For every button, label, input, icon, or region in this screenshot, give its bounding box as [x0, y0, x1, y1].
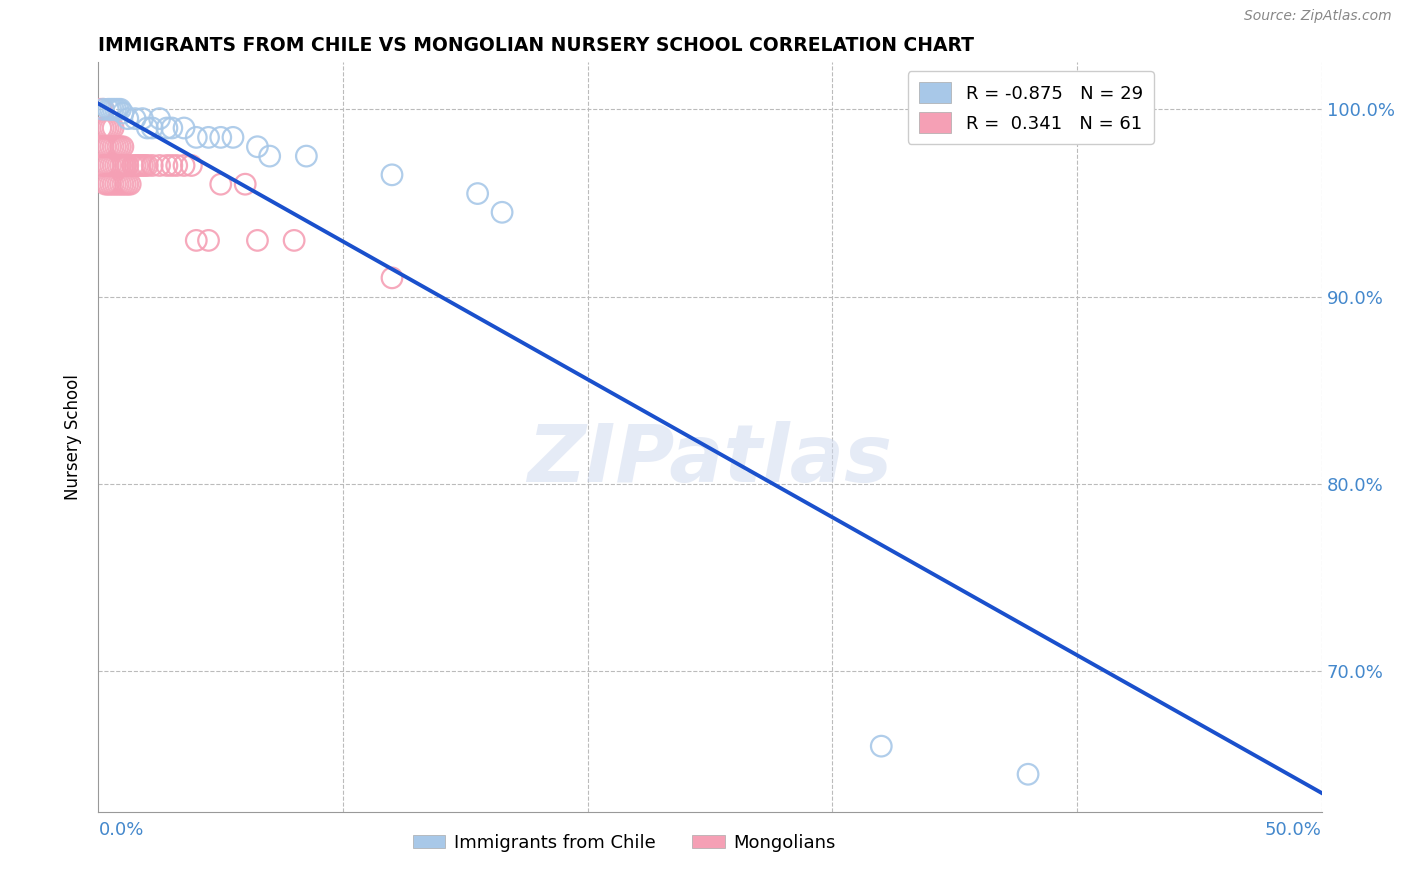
Point [117, 178, 139, 192]
Point [110, 102, 132, 116]
Point [110, 159, 132, 173]
Point [131, 159, 153, 173]
Point [107, 178, 129, 192]
Point [100, 159, 122, 173]
Point [111, 178, 134, 192]
Point [160, 159, 183, 173]
Point [100, 139, 122, 153]
Point [101, 139, 124, 153]
Point [97, 159, 120, 173]
Point [246, 139, 269, 153]
Point [870, 739, 893, 754]
Point [100, 178, 122, 192]
Point [381, 271, 404, 285]
Point [1017, 767, 1039, 781]
Point [197, 130, 219, 145]
Point [94, 120, 117, 135]
Text: 0.0%: 0.0% [98, 821, 143, 839]
Point [111, 159, 134, 173]
Point [107, 102, 129, 116]
Point [104, 159, 127, 173]
Point [166, 159, 188, 173]
Point [134, 159, 156, 173]
Legend: Immigrants from Chile, Mongolians: Immigrants from Chile, Mongolians [405, 827, 844, 859]
Point [259, 149, 281, 163]
Point [186, 130, 208, 145]
Point [160, 120, 183, 135]
Point [114, 159, 136, 173]
Point [209, 178, 232, 192]
Point [180, 159, 202, 173]
Point [104, 178, 127, 192]
Y-axis label: Nursery School: Nursery School [65, 374, 83, 500]
Point [467, 186, 489, 201]
Point [114, 178, 136, 192]
Text: ZIPatlas: ZIPatlas [527, 420, 893, 499]
Point [124, 112, 146, 126]
Point [110, 139, 132, 153]
Point [101, 102, 124, 116]
Point [100, 102, 122, 116]
Point [110, 178, 132, 192]
Point [121, 159, 143, 173]
Point [173, 120, 195, 135]
Point [156, 120, 179, 135]
Point [104, 102, 127, 116]
Point [149, 159, 172, 173]
Text: 50.0%: 50.0% [1265, 821, 1322, 839]
Point [91, 102, 114, 116]
Point [101, 120, 124, 135]
Point [91, 159, 114, 173]
Point [156, 159, 179, 173]
Point [107, 139, 129, 153]
Point [97, 120, 120, 135]
Point [101, 159, 124, 173]
Point [90, 102, 112, 116]
Point [111, 106, 134, 120]
Text: Source: ZipAtlas.com: Source: ZipAtlas.com [1244, 9, 1392, 23]
Point [136, 120, 159, 135]
Point [100, 120, 122, 135]
Point [127, 159, 149, 173]
Point [90, 120, 112, 135]
Point [120, 178, 142, 192]
Point [117, 159, 139, 173]
Text: IMMIGRANTS FROM CHILE VS MONGOLIAN NURSERY SCHOOL CORRELATION CHART: IMMIGRANTS FROM CHILE VS MONGOLIAN NURSE… [98, 36, 974, 54]
Point [91, 102, 114, 116]
Point [101, 178, 124, 192]
Point [97, 102, 120, 116]
Point [381, 168, 404, 182]
Point [222, 130, 245, 145]
Point [124, 159, 146, 173]
Point [141, 120, 163, 135]
Point [111, 139, 134, 153]
Point [136, 159, 159, 173]
Point [104, 139, 127, 153]
Point [233, 178, 256, 192]
Point [94, 139, 117, 153]
Point [117, 112, 139, 126]
Point [97, 178, 120, 192]
Point [295, 149, 318, 163]
Point [141, 159, 163, 173]
Point [94, 159, 117, 173]
Point [197, 233, 219, 247]
Point [491, 205, 513, 219]
Point [107, 159, 129, 173]
Point [186, 233, 208, 247]
Point [209, 130, 232, 145]
Point [90, 139, 112, 153]
Point [149, 112, 172, 126]
Point [283, 233, 305, 247]
Point [91, 120, 114, 135]
Point [131, 112, 153, 126]
Point [246, 233, 269, 247]
Point [94, 178, 117, 192]
Point [97, 139, 120, 153]
Point [91, 139, 114, 153]
Point [129, 159, 152, 173]
Point [173, 159, 195, 173]
